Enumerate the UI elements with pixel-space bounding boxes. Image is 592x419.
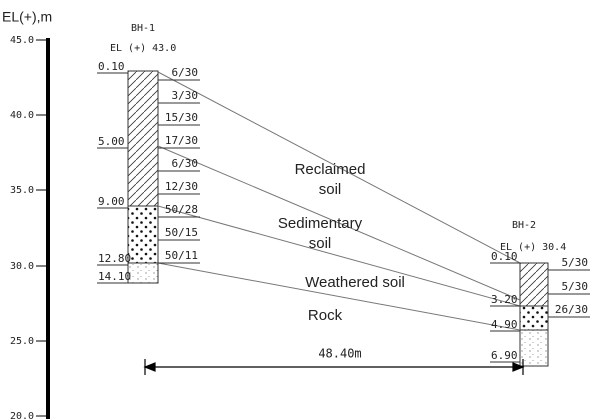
- bh2-weathered: [519, 329, 549, 367]
- borehole-name: BH-1: [131, 23, 155, 34]
- axis-tick-label: 45.0: [10, 35, 34, 46]
- dimension-line: [143, 359, 525, 375]
- n-value: 50/11: [165, 249, 198, 262]
- bh2-reclaimed: [519, 262, 549, 307]
- bh1-reclaimed: [127, 70, 159, 207]
- layer-label: Sedimentary: [278, 215, 363, 232]
- layer-label: Reclaimed: [295, 161, 366, 178]
- depth-label: 6.90: [491, 349, 518, 362]
- layer-label: Weathered soil: [305, 274, 405, 291]
- axis-tick-label: 35.0: [10, 185, 34, 196]
- n-value: 6/30: [172, 66, 199, 79]
- axis-tick-label: 25.0: [10, 336, 34, 347]
- n-value: 5/30: [562, 280, 589, 293]
- depth-label: 12.80: [98, 252, 131, 265]
- depth-label: 5.00: [98, 135, 125, 148]
- n-value: 26/30: [555, 303, 588, 316]
- n-value: 3/30: [172, 89, 199, 102]
- layer-label: soil: [319, 181, 342, 198]
- n-value: 15/30: [165, 111, 198, 124]
- axis-tick-label: 30.0: [10, 261, 34, 272]
- n-value: 6/30: [172, 157, 199, 170]
- borehole-name: BH-2: [512, 220, 536, 231]
- borehole-elevation: EL (+) 30.4: [500, 242, 566, 253]
- distance-label: 48.40m: [318, 347, 361, 361]
- n-value: 5/30: [562, 256, 589, 269]
- depth-label: 0.10: [98, 60, 125, 73]
- correlation-lines: [157, 71, 521, 331]
- bh1-sedimentary: [127, 205, 159, 264]
- axis-title: EL(+),m: [2, 9, 52, 25]
- depth-label: 9.00: [98, 195, 125, 208]
- axis-tick-label: 20.0: [10, 411, 34, 419]
- depth-label: 3.20: [491, 293, 518, 306]
- depth-label: 4.90: [491, 318, 518, 331]
- n-value: 50/15: [165, 226, 198, 239]
- bh2-sedimentary: [519, 305, 549, 331]
- n-value: 12/30: [165, 180, 198, 193]
- depth-label: 14.10: [98, 270, 131, 283]
- layer-label: soil: [309, 235, 332, 252]
- axis-tick-label: 40.0: [10, 110, 34, 121]
- layer-label: Rock: [308, 307, 343, 324]
- n-value: 17/30: [165, 134, 198, 147]
- depth-label: 0.10: [491, 250, 518, 263]
- bh1-weathered: [127, 262, 159, 284]
- borehole-elevation: EL (+) 43.0: [110, 43, 176, 54]
- n-value: 50/28: [165, 203, 198, 216]
